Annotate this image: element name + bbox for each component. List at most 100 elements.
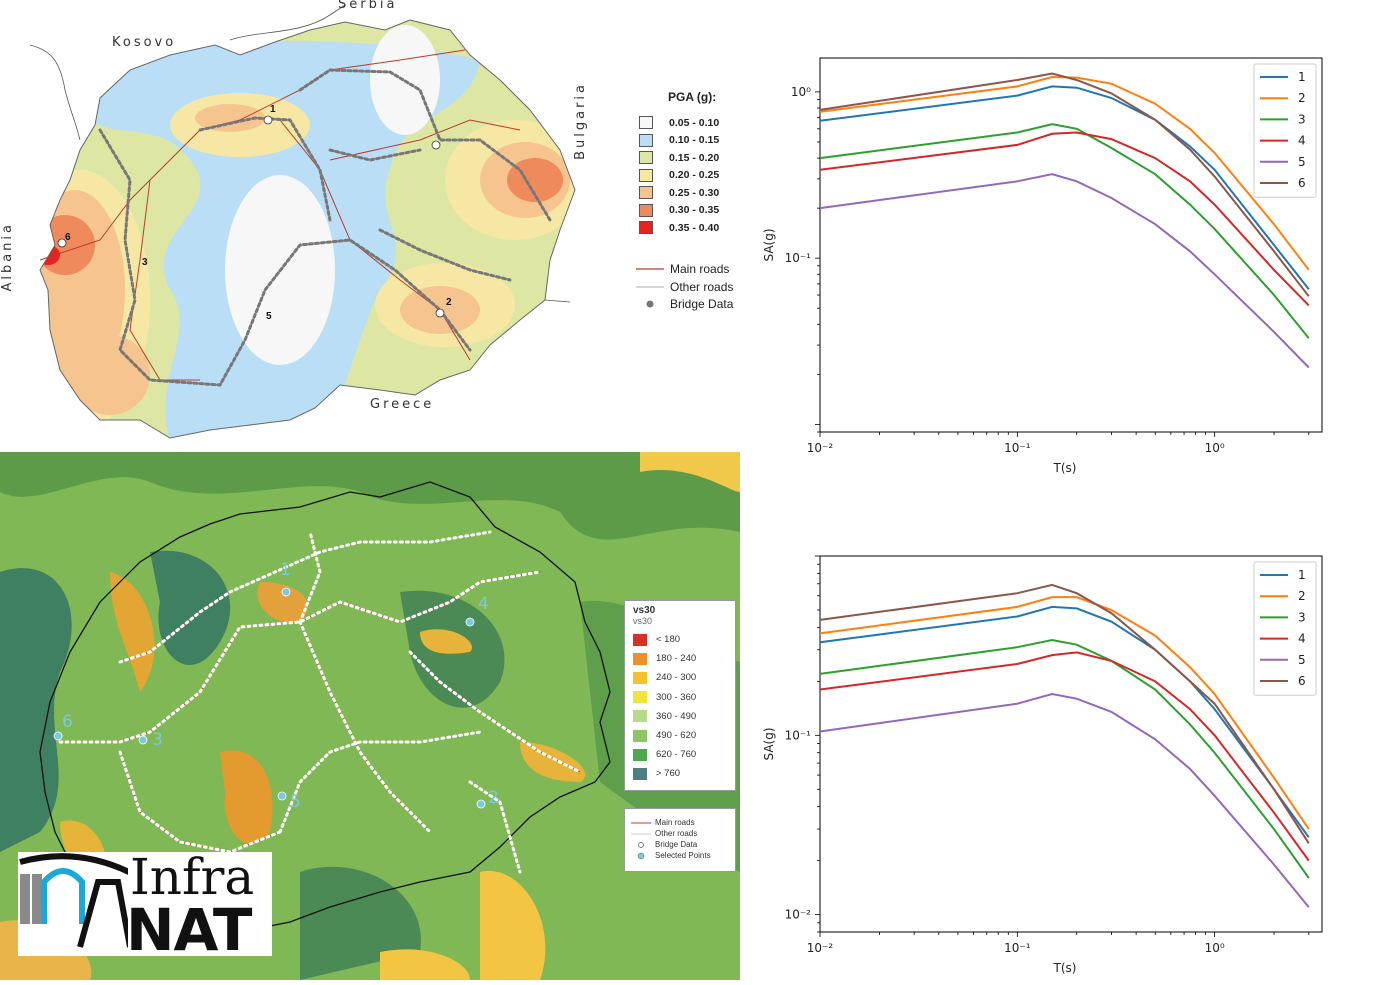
vs30-legend-swatch (633, 710, 647, 723)
pga-legend-item: 0.15 - 0.20 (636, 149, 756, 167)
pga-legend-swatch (639, 133, 653, 147)
vs30-legend-item: > 760 (633, 764, 729, 783)
vs30-legend-swatch (633, 729, 647, 742)
country-label-greece: Greece (370, 397, 435, 412)
legend-bridge-data: Bridge Data (636, 296, 756, 314)
vs30-legend-item: 300 - 360 (633, 688, 729, 707)
vs30-legend-label: 180 - 240 (656, 653, 697, 665)
legend-label-1: 1 (1298, 70, 1306, 84)
country-label-albania: Albania (0, 222, 15, 292)
x-tick-label: 10⁰ (1205, 941, 1225, 955)
vs30-legend: vs30 vs30 < 180 180 - 240 240 - 300 300 - 3… (624, 600, 736, 791)
plot-area (819, 57, 1323, 433)
country-label-kosovo: Kosovo (112, 35, 177, 50)
pga-legend-item: 0.05 - 0.10 (636, 114, 756, 132)
pga-legend-label: 0.25 - 0.30 (669, 186, 720, 199)
chart-legend (1253, 561, 1317, 696)
pga-legend-swatch (639, 221, 653, 235)
vs30-legend-item: 180 - 240 (633, 649, 729, 668)
vs30-legend-swatch (633, 691, 647, 704)
pga-legend-label: 0.15 - 0.20 (669, 151, 720, 164)
selected-point-label-1: 1 (280, 560, 291, 580)
pga-legend-swatch (639, 168, 653, 182)
vs30-legend-label: < 180 (656, 634, 681, 646)
pga-legend-swatch (639, 151, 653, 165)
series-line-1 (819, 605, 1310, 838)
pga-legend-swatch (639, 116, 653, 130)
legend-label-1: 1 (1298, 568, 1306, 582)
x-axis-label: T(s) (1053, 461, 1077, 475)
legend-label-5: 5 (1298, 653, 1306, 667)
series-line-6 (819, 72, 1310, 297)
legend-label-3: 3 (1298, 112, 1306, 126)
y-tick-label: 10⁻¹ (785, 251, 812, 265)
legend-label-2: 2 (1298, 589, 1306, 603)
pga-legend-item: 0.30 - 0.35 (636, 202, 756, 220)
legend-label-3: 3 (1298, 610, 1306, 624)
series-line-5 (819, 692, 1310, 908)
vs30-legend-item: 360 - 490 (633, 707, 729, 726)
pga-legend-label: 0.30 - 0.35 (669, 204, 720, 217)
series-line-2 (819, 596, 1310, 830)
legend-label-2: 2 (1298, 91, 1306, 105)
vs30-legend-label: 620 - 760 (656, 749, 697, 761)
logo-text-infra: Infra (130, 848, 255, 906)
x-tick-label: 10⁻¹ (1004, 941, 1031, 955)
infranat-logo: Infra NAT (18, 848, 272, 964)
pga-legend-label: 0.05 - 0.10 (669, 116, 720, 129)
vs30-legend-title: vs30 (633, 605, 656, 616)
vs30-legend-swatch (633, 652, 647, 665)
x-tick-label: 10⁻² (807, 941, 834, 955)
vs30-legend-label: 300 - 360 (656, 691, 697, 703)
legend-selected-points: Selected Points (631, 850, 731, 861)
spectra-chart-top-svg: 10⁻² 10⁻¹ 10⁰ 10⁻¹ 10⁰ T(s) SA(g) 1 2 3 4 5 6 (762, 57, 1323, 475)
pga-legend-title: PGA (g): (668, 90, 717, 104)
country-label-serbia: Serbia (338, 0, 398, 12)
series-line-1 (819, 85, 1310, 290)
y-tick-label: 10⁻¹ (785, 728, 812, 742)
legend-label-4: 4 (1298, 632, 1306, 646)
pga-legend-item: 0.20 - 0.25 (636, 167, 756, 185)
country-label-bulgaria: Bulgaria (573, 82, 588, 160)
vs30-legend-subtitle: vs30 (633, 616, 653, 626)
selected-point-label-5: 5 (290, 792, 301, 812)
vs30-legend-item: 620 - 760 (633, 745, 729, 764)
pga-legend: PGA (g): 0.05 - 0.10 0.10 - 0.15 0.15 - 0.… (636, 90, 756, 313)
vs30-legend-swatch (633, 633, 647, 646)
pga-legend-label: 0.35 - 0.40 (669, 221, 720, 234)
legend-main-roads-bottom: Main roads (631, 818, 695, 827)
vs30-legend-swatch (633, 671, 647, 684)
x-tick-label: 10⁻² (807, 441, 834, 455)
vs30-legend-symbols: Main roads Other roads Bridge Data Selec… (624, 808, 736, 872)
legend-label-6: 6 (1298, 176, 1306, 190)
x-axis-label: T(s) (1053, 961, 1077, 975)
spectra-chart-bottom-svg: 10⁻² 10⁻¹ 10⁰ 10⁻² 10⁻¹ T(s) SA(g) 1 2 3 4 5 6 (762, 555, 1323, 975)
pga-legend-label: 0.20 - 0.25 (669, 169, 720, 182)
pga-legend-item: 0.10 - 0.15 (636, 132, 756, 150)
x-tick-label: 10⁻¹ (1004, 441, 1031, 455)
chart-legend (1253, 63, 1317, 198)
legend-other-roads-bottom: Other roads (631, 829, 698, 838)
pga-map-panel: Serbia Kosovo Bulgaria Albania Greece 1 … (0, 0, 750, 445)
pga-legend-label: 0.10 - 0.15 (669, 134, 720, 147)
y-axis-label: SA(g) (762, 228, 776, 261)
spectra-chart-top: 10⁻² 10⁻¹ 10⁰ 10⁻¹ 10⁰ T(s) SA(g) 1 2 3 4 5 6 (755, 50, 1375, 480)
point-label-2: 2 (446, 297, 452, 308)
pga-legend-swatch (639, 186, 653, 200)
y-tick-label: 10⁰ (791, 85, 811, 99)
vs30-legend-item: < 180 (633, 630, 729, 649)
legend-label-4: 4 (1298, 134, 1306, 148)
selected-point-label-4: 4 (478, 594, 489, 614)
spectra-chart-bottom: 10⁻² 10⁻¹ 10⁰ 10⁻² 10⁻¹ T(s) SA(g) 1 2 3 4 5 6 (755, 548, 1375, 980)
point-label-1: 1 (270, 104, 276, 115)
vs30-legend-label: 490 - 620 (656, 730, 697, 742)
series-line-6 (819, 583, 1310, 844)
selected-point-label-6: 6 (62, 712, 73, 732)
pga-legend-item: 0.25 - 0.30 (636, 184, 756, 202)
selected-point-label-3: 3 (152, 730, 163, 750)
series-line-3 (819, 123, 1310, 339)
series-line-2 (819, 75, 1310, 271)
y-axis-label: SA(g) (762, 727, 776, 760)
vs30-legend-label: 360 - 490 (656, 710, 697, 722)
legend-other-roads: Other roads (636, 279, 734, 294)
